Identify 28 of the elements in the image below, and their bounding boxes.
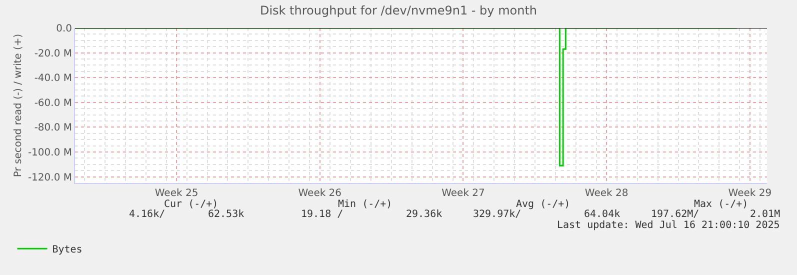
y-tick-label: -60.0 M — [34, 98, 72, 109]
y-axis-title: Pr second read (-) / write (+) — [12, 34, 24, 178]
text: Cur (-/+) — [164, 199, 218, 210]
text: 329.97k/ — [473, 209, 522, 220]
text: 62.53k — [208, 209, 244, 220]
x-tick-label: Week 28 — [584, 188, 628, 199]
text: Avg (-/+) — [516, 199, 570, 210]
chart-title: Disk throughput for /dev/nvme9n1 - by month — [260, 3, 538, 18]
text: 4.16k/ — [129, 209, 166, 220]
text: 197.62M/ — [651, 209, 700, 220]
x-tick-label: Week 27 — [442, 188, 485, 199]
x-tick-label: Week 29 — [728, 188, 772, 199]
y-tick-label: -40.0 M — [34, 73, 72, 84]
text: Max (-/+) — [694, 199, 748, 210]
text: 2.01M — [750, 209, 780, 220]
y-tick-label: -20.0 M — [34, 48, 72, 60]
text: 19.18 / — [301, 209, 344, 220]
x-tick-label: Week 25 — [154, 188, 198, 199]
text: Last update: Wed Jul 16 21:00:10 2025 — [557, 220, 780, 231]
text: 64.04k — [584, 209, 620, 220]
y-tick-label: 0.0 — [56, 24, 72, 34]
text: Min (-/+) — [338, 199, 392, 210]
y-tick-label: -80.0 M — [34, 122, 72, 134]
text: 29.36k — [406, 209, 442, 220]
x-tick-label: Week 26 — [298, 188, 342, 199]
y-tick-label: -100.0 M — [28, 148, 72, 158]
legend-label: Bytes — [52, 244, 82, 256]
y-tick-label: -120.0 M — [28, 172, 72, 184]
